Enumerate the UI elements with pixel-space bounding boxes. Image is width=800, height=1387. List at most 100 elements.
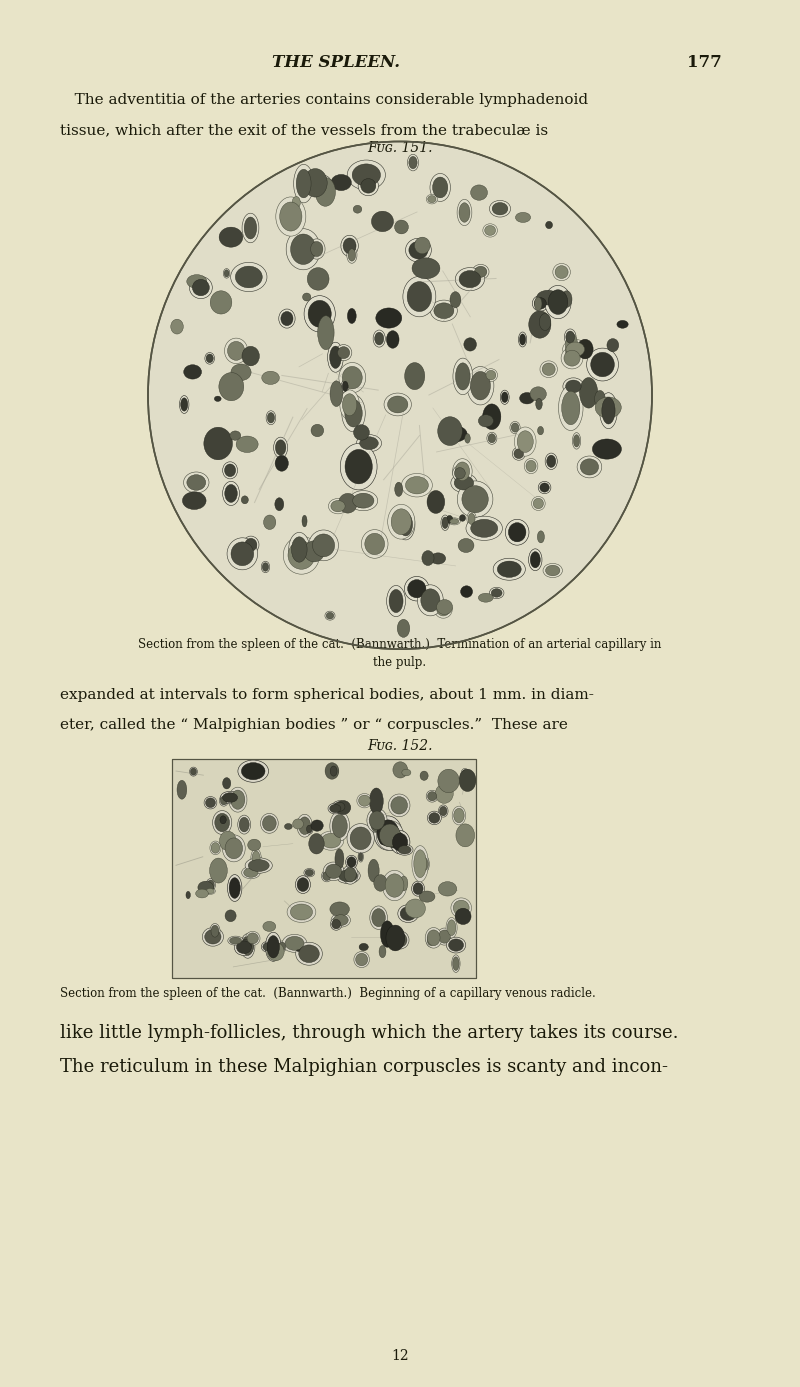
Ellipse shape bbox=[580, 459, 598, 474]
Ellipse shape bbox=[607, 338, 618, 352]
Ellipse shape bbox=[467, 366, 494, 405]
Ellipse shape bbox=[220, 796, 227, 804]
Ellipse shape bbox=[407, 154, 418, 171]
Ellipse shape bbox=[538, 481, 551, 494]
Ellipse shape bbox=[454, 467, 466, 479]
Ellipse shape bbox=[204, 427, 233, 460]
Ellipse shape bbox=[219, 373, 244, 401]
Ellipse shape bbox=[267, 412, 274, 423]
Ellipse shape bbox=[438, 770, 459, 793]
Ellipse shape bbox=[538, 426, 543, 434]
Ellipse shape bbox=[388, 505, 415, 540]
Ellipse shape bbox=[278, 940, 286, 951]
Ellipse shape bbox=[330, 347, 342, 369]
Ellipse shape bbox=[302, 293, 311, 301]
Ellipse shape bbox=[526, 460, 536, 472]
Ellipse shape bbox=[322, 871, 331, 881]
Ellipse shape bbox=[285, 824, 292, 829]
Ellipse shape bbox=[437, 599, 453, 614]
Ellipse shape bbox=[287, 902, 316, 922]
Ellipse shape bbox=[210, 841, 221, 854]
Ellipse shape bbox=[248, 839, 261, 850]
Ellipse shape bbox=[210, 291, 232, 313]
Ellipse shape bbox=[354, 951, 370, 968]
Ellipse shape bbox=[148, 141, 652, 649]
Ellipse shape bbox=[331, 913, 350, 927]
Ellipse shape bbox=[356, 953, 368, 965]
Ellipse shape bbox=[306, 825, 312, 834]
Ellipse shape bbox=[427, 811, 442, 825]
Ellipse shape bbox=[330, 918, 342, 931]
Ellipse shape bbox=[590, 352, 614, 377]
Ellipse shape bbox=[291, 537, 307, 562]
Ellipse shape bbox=[427, 792, 437, 800]
Ellipse shape bbox=[370, 788, 383, 814]
Ellipse shape bbox=[347, 824, 374, 853]
Ellipse shape bbox=[289, 533, 310, 567]
Ellipse shape bbox=[228, 936, 243, 945]
Ellipse shape bbox=[230, 791, 245, 809]
Ellipse shape bbox=[402, 770, 411, 775]
Ellipse shape bbox=[488, 434, 495, 442]
Ellipse shape bbox=[490, 587, 504, 599]
Ellipse shape bbox=[365, 534, 385, 555]
Bar bbox=[172, 759, 476, 978]
Ellipse shape bbox=[563, 377, 584, 395]
Ellipse shape bbox=[211, 843, 220, 853]
Ellipse shape bbox=[311, 424, 324, 437]
Ellipse shape bbox=[183, 472, 209, 492]
Ellipse shape bbox=[186, 275, 207, 288]
Ellipse shape bbox=[510, 422, 520, 434]
Ellipse shape bbox=[338, 870, 358, 882]
Ellipse shape bbox=[409, 241, 428, 259]
Ellipse shape bbox=[388, 931, 394, 938]
Ellipse shape bbox=[459, 270, 481, 287]
Text: Fᴜɢ. 152.: Fᴜɢ. 152. bbox=[367, 739, 433, 753]
Ellipse shape bbox=[252, 852, 260, 865]
Ellipse shape bbox=[398, 513, 413, 535]
Ellipse shape bbox=[307, 268, 329, 290]
Ellipse shape bbox=[354, 205, 362, 214]
Ellipse shape bbox=[340, 444, 377, 490]
Ellipse shape bbox=[470, 184, 487, 200]
Ellipse shape bbox=[353, 494, 374, 508]
Ellipse shape bbox=[313, 534, 334, 556]
Ellipse shape bbox=[455, 363, 470, 390]
Ellipse shape bbox=[457, 200, 472, 226]
Ellipse shape bbox=[474, 266, 487, 277]
Ellipse shape bbox=[566, 343, 585, 356]
Ellipse shape bbox=[394, 933, 407, 947]
Ellipse shape bbox=[442, 517, 448, 528]
Ellipse shape bbox=[422, 551, 434, 566]
Ellipse shape bbox=[515, 212, 530, 222]
Ellipse shape bbox=[452, 806, 466, 825]
Ellipse shape bbox=[435, 784, 454, 803]
Ellipse shape bbox=[242, 497, 248, 503]
Ellipse shape bbox=[334, 914, 348, 925]
Ellipse shape bbox=[331, 501, 345, 512]
Ellipse shape bbox=[379, 824, 401, 847]
Ellipse shape bbox=[530, 387, 546, 401]
Ellipse shape bbox=[538, 531, 545, 542]
Ellipse shape bbox=[490, 200, 510, 216]
Ellipse shape bbox=[246, 931, 260, 946]
Ellipse shape bbox=[331, 175, 351, 190]
Ellipse shape bbox=[190, 276, 212, 298]
Ellipse shape bbox=[451, 473, 477, 492]
Ellipse shape bbox=[545, 454, 558, 470]
Ellipse shape bbox=[461, 768, 469, 781]
Ellipse shape bbox=[414, 850, 426, 878]
Ellipse shape bbox=[295, 875, 310, 893]
Ellipse shape bbox=[546, 222, 553, 229]
Ellipse shape bbox=[247, 933, 258, 943]
Ellipse shape bbox=[261, 813, 278, 834]
Ellipse shape bbox=[453, 957, 459, 971]
Ellipse shape bbox=[206, 889, 214, 893]
Ellipse shape bbox=[330, 811, 350, 841]
Ellipse shape bbox=[207, 879, 214, 890]
Ellipse shape bbox=[467, 512, 476, 527]
Ellipse shape bbox=[224, 270, 229, 277]
Ellipse shape bbox=[374, 333, 384, 345]
Ellipse shape bbox=[518, 331, 526, 347]
Ellipse shape bbox=[400, 907, 416, 921]
